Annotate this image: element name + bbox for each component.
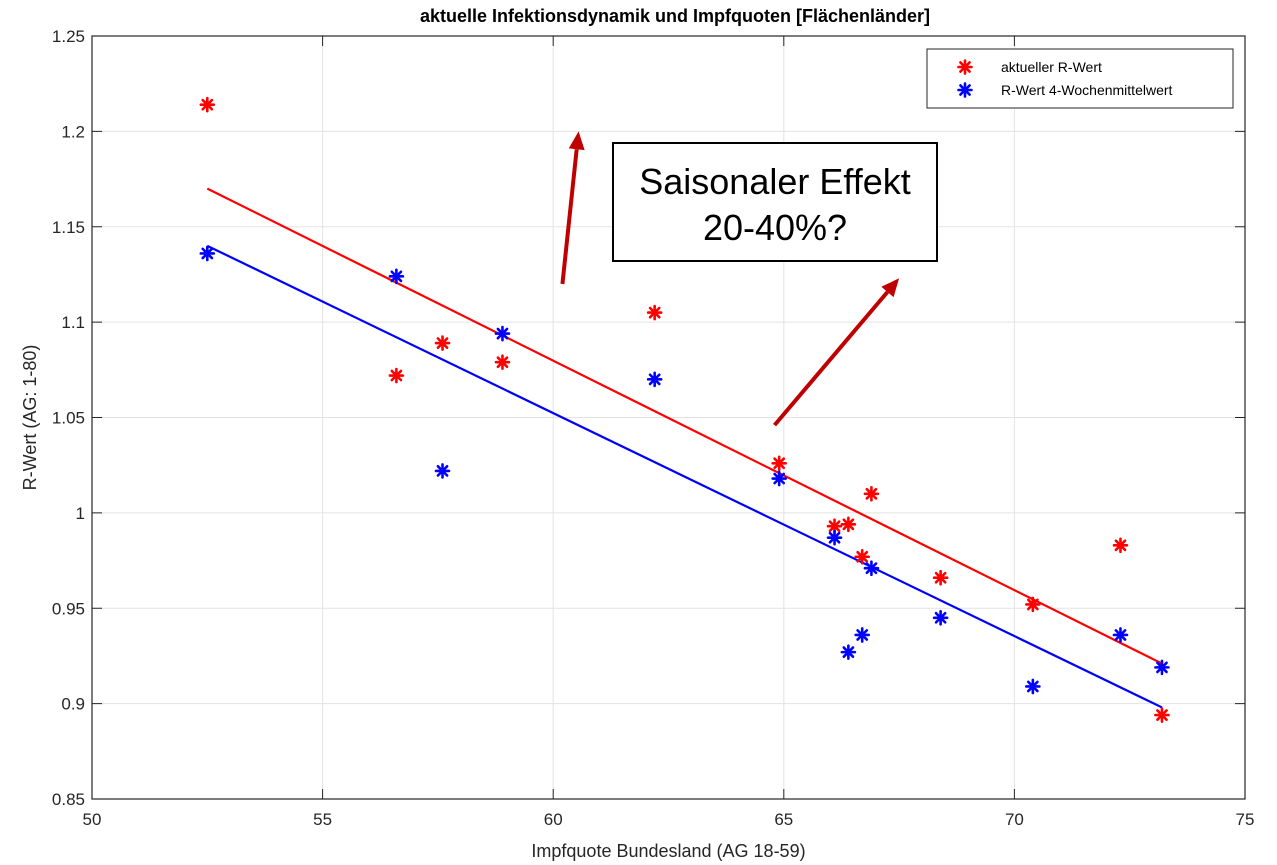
- marker-stroke: [201, 98, 214, 111]
- data-point-red: [771, 455, 787, 472]
- data-point-blue: [1025, 678, 1041, 695]
- marker-stroke: [436, 337, 449, 350]
- data-point-blue: [854, 627, 871, 643]
- marker-stroke: [842, 646, 855, 659]
- regression-lines: [206, 187, 1163, 709]
- fit-line: [206, 244, 1163, 709]
- marker-stroke: [1156, 709, 1168, 721]
- marker-stroke: [959, 61, 971, 73]
- x-tick-label: 65: [774, 810, 793, 829]
- data-point-blue: [1112, 627, 1129, 643]
- chart-title: aktuelle Infektionsdynamik und Impfquote…: [420, 6, 930, 26]
- data-point-blue: [388, 268, 405, 285]
- marker-stroke: [773, 472, 786, 485]
- x-tick-label: 55: [313, 810, 332, 829]
- marker-stroke: [436, 465, 449, 477]
- y-tick-label: 1: [76, 504, 85, 523]
- annotation-box: Saisonaler Effekt 20-40%?: [612, 142, 938, 262]
- data-point-blue: [771, 470, 787, 487]
- data-point-red: [1112, 537, 1129, 554]
- data-point-blue: [840, 644, 857, 660]
- data-point-red: [199, 96, 216, 113]
- marker-stroke: [201, 247, 214, 260]
- x-axis-label: Impfquote Bundesland (AG 18-59): [531, 841, 805, 861]
- annotation-frame: [612, 142, 938, 262]
- y-axis-label: R-Wert (AG: 1-80): [20, 345, 40, 491]
- marker-stroke: [648, 373, 661, 386]
- legend-marker: [957, 82, 973, 98]
- data-points: [199, 96, 1170, 723]
- data-point-red: [932, 569, 949, 586]
- annotation-arrow: [560, 131, 585, 285]
- x-tick-label: 70: [1005, 810, 1024, 829]
- marker-stroke: [959, 84, 971, 96]
- axis-ticks: 50 55 60 65 70 75 0.85 0.9 0.95 1 1.05 1.1 1.15 1.2 1.…: [52, 27, 1255, 829]
- data-point-red: [1154, 707, 1170, 723]
- data-point-red: [434, 335, 451, 351]
- data-point-blue: [826, 529, 843, 546]
- y-tick-label: 1.05: [52, 409, 85, 428]
- marker-stroke: [828, 531, 841, 544]
- data-point-red: [854, 548, 871, 565]
- legend-marker: [957, 59, 973, 75]
- y-tick-label: 0.85: [52, 790, 85, 809]
- y-tick-label: 0.95: [52, 599, 85, 618]
- y-tick-label: 1.2: [61, 122, 85, 141]
- marker-stroke: [496, 327, 509, 340]
- y-tick-label: 1.1: [61, 313, 85, 332]
- data-point-blue: [646, 371, 663, 388]
- marker-stroke: [1156, 661, 1168, 674]
- y-tick-label: 1.15: [52, 218, 85, 237]
- legend-label: R-Wert 4-Wochenmittelwert: [1001, 82, 1173, 98]
- y-tick-label: 1.25: [52, 27, 85, 46]
- marker-stroke: [773, 457, 786, 470]
- y-tick-label: 0.9: [61, 695, 85, 714]
- data-point-blue: [434, 463, 451, 479]
- annotation-arrow: [773, 278, 900, 427]
- marker-stroke: [865, 562, 878, 575]
- marker-stroke: [390, 270, 403, 283]
- marker-stroke: [390, 369, 403, 382]
- data-point-red: [840, 516, 857, 533]
- x-tick-label: 60: [544, 810, 563, 829]
- data-point-red: [1025, 596, 1041, 613]
- fit-line: [206, 187, 1163, 665]
- data-point-blue: [863, 560, 880, 576]
- x-tick-label: 75: [1236, 810, 1255, 829]
- marker-stroke: [856, 629, 869, 641]
- annotation-text: Saisonaler Effekt: [639, 161, 911, 202]
- data-point-red: [646, 304, 663, 321]
- x-tick-label: 50: [83, 810, 102, 829]
- marker-stroke: [1114, 629, 1127, 641]
- data-point-blue: [1154, 659, 1170, 676]
- legend-label: aktueller R-Wert: [1001, 59, 1102, 75]
- marker-stroke: [842, 518, 855, 531]
- annotation-arrows: [560, 131, 900, 427]
- legend-box: [926, 48, 1234, 109]
- annotation-text: 20-40%?: [703, 207, 847, 248]
- arrow-shaft: [560, 149, 579, 285]
- arrow-shaft: [773, 290, 889, 427]
- marker-stroke: [1114, 539, 1127, 552]
- data-point-blue: [199, 245, 216, 262]
- arrow-head: [568, 131, 585, 151]
- marker-stroke: [934, 571, 947, 584]
- data-point-blue: [494, 325, 511, 342]
- marker-stroke: [828, 520, 841, 533]
- marker-stroke: [1026, 598, 1039, 611]
- data-point-red: [388, 367, 405, 384]
- marker-stroke: [934, 611, 947, 624]
- marker-stroke: [648, 306, 661, 319]
- data-point-blue: [932, 609, 949, 626]
- marker-stroke: [865, 487, 878, 500]
- marker-stroke: [1026, 680, 1039, 693]
- arrow-head: [881, 278, 900, 298]
- data-point-red: [494, 354, 511, 370]
- marker-stroke: [856, 550, 869, 563]
- legend: aktueller R-Wert R-Wert 4-Wochenmittelwer…: [926, 48, 1234, 109]
- marker-stroke: [496, 356, 509, 369]
- data-point-red: [863, 485, 880, 502]
